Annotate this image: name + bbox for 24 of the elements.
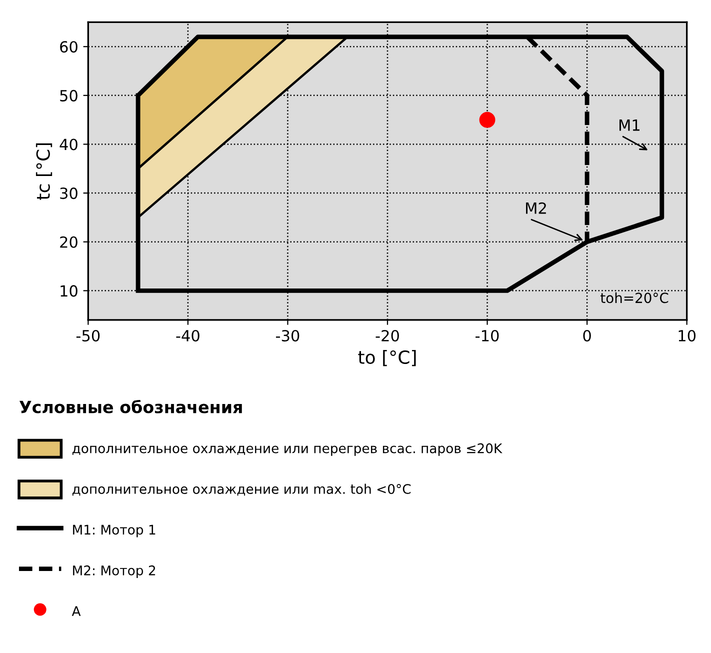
x-tick-label: 10 — [678, 330, 696, 342]
y-tick-label: 20 — [60, 236, 78, 248]
y-tick-label: 60 — [60, 41, 78, 53]
x-tick-label: -50 — [76, 330, 100, 342]
y-tick-label: 50 — [60, 90, 78, 102]
annotation: toh=20°C — [600, 292, 668, 304]
x-tick-label: -20 — [376, 330, 399, 342]
x-tick-label: 0 — [583, 330, 591, 342]
x-tick-label: -40 — [176, 330, 200, 342]
annotation: M1 — [619, 120, 640, 131]
legend-label: A — [72, 606, 81, 616]
legend-label: M2: Мотор 2 — [73, 565, 156, 578]
legend-label: дополнительное охлаждение или max. toh <0°C — [72, 484, 411, 496]
annotation: M2 — [526, 202, 546, 214]
legend-title: Условные обозначения — [19, 400, 242, 414]
y-tick-label: 30 — [60, 188, 78, 200]
y-tick-label: 40 — [60, 138, 78, 150]
y-axis-title: tc [°C] — [36, 143, 52, 200]
x-tick-label: -10 — [476, 330, 499, 342]
legend-label: M1: Мотор 1 — [73, 524, 156, 538]
x-tick-label: -30 — [276, 330, 300, 342]
x-axis-title: to [°C] — [358, 350, 416, 366]
legend-label: дополнительное охлаждение или перегрев всас. паров ≤20K — [72, 443, 502, 456]
y-tick-label: 10 — [60, 285, 78, 297]
